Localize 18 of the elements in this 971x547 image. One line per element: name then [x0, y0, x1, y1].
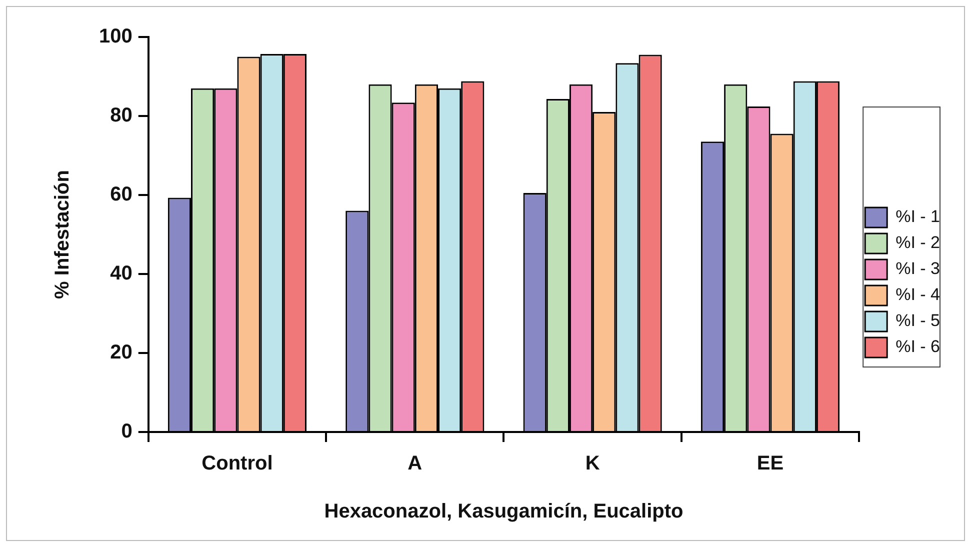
- legend-label: %I - 6: [896, 337, 940, 356]
- y-tick-label: 40: [110, 262, 132, 285]
- y-axis-title: % Infestación: [52, 170, 74, 299]
- y-tick-label: 100: [98, 26, 132, 48]
- legend-label: %I - 3: [896, 259, 940, 278]
- x-tick-label: Control: [202, 452, 273, 475]
- legend-label: %I - 2: [896, 233, 940, 252]
- x-tick-label: K: [585, 452, 600, 475]
- y-tick-label: 60: [110, 184, 132, 206]
- y-tick-label: 80: [110, 104, 132, 127]
- legend-label: %I - 5: [896, 311, 940, 330]
- x-axis-title: Hexaconazol, Kasugamicín, Eucalipto: [324, 500, 684, 523]
- y-tick-label: 20: [110, 342, 132, 364]
- legend-label: %I - 1: [896, 207, 940, 226]
- y-tick-label: 0: [121, 420, 132, 443]
- x-tick-label: A: [408, 452, 422, 475]
- x-tick-label: EE: [756, 452, 784, 475]
- legend-label: %I - 4: [896, 285, 940, 304]
